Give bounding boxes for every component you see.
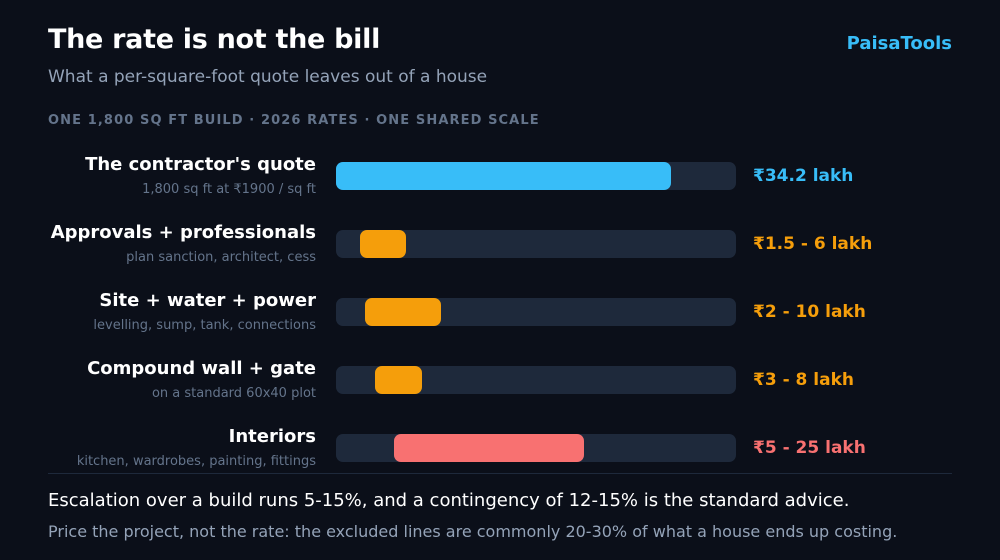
footer-takeaway: Price the project, not the rate: the exc… — [48, 522, 898, 541]
bar-value-label: ₹34.2 lakh — [753, 166, 854, 186]
bar-label: Site + water + power — [99, 290, 316, 311]
bar-value-label: ₹1.5 - 6 lakh — [753, 234, 873, 254]
brand-logo: PaisaTools — [846, 33, 952, 54]
bar-label: Interiors — [228, 426, 316, 447]
bar-value-label: ₹5 - 25 lakh — [753, 438, 866, 458]
bar-track — [336, 366, 736, 394]
bar-track — [336, 230, 736, 258]
bar-track — [336, 434, 736, 462]
bar-fill — [360, 230, 407, 258]
bar-label: Approvals + professionals — [50, 222, 316, 243]
bar-label: Compound wall + gate — [87, 358, 316, 379]
chart-subtitle: What a per-square-foot quote leaves out … — [48, 67, 488, 87]
bar-fill — [365, 298, 441, 326]
bar-row: Approvals + professionals plan sanction, … — [0, 208, 1000, 268]
bar-row: Compound wall + gate on a standard 60x40 … — [0, 344, 1000, 404]
bar-value-label: ₹3 - 8 lakh — [753, 370, 855, 390]
bar-track — [336, 298, 736, 326]
bar-chart: The contractor's quote 1,800 sq ft at ₹19… — [0, 140, 1000, 470]
bar-value-label: ₹2 - 10 lakh — [753, 302, 866, 322]
bar-fill — [336, 162, 671, 190]
bar-fill — [374, 366, 422, 394]
bar-sublabel: 1,800 sq ft at ₹1900 / sq ft — [142, 182, 316, 197]
bar-label: The contractor's quote — [85, 154, 316, 175]
bar-sublabel: kitchen, wardrobes, painting, fittings — [76, 454, 316, 469]
bar-sublabel: on a standard 60x40 plot — [151, 386, 316, 401]
bar-row: The contractor's quote 1,800 sq ft at ₹19… — [0, 140, 1000, 200]
chart-kicker: ONE 1,800 SQ FT BUILD · 2026 RATES · ONE… — [48, 113, 540, 128]
bar-sublabel: plan sanction, architect, cess — [126, 250, 316, 265]
bar-row: Site + water + power levelling, sump, tan… — [0, 276, 1000, 336]
bar-fill — [393, 434, 584, 462]
chart-title: The rate is not the bill — [48, 24, 381, 55]
bar-track — [336, 162, 736, 190]
bar-row: Interiors kitchen, wardrobes, painting, f… — [0, 412, 1000, 472]
footer-note: Escalation over a build runs 5-15%, and … — [48, 490, 850, 511]
footer-divider — [48, 473, 952, 474]
bar-sublabel: levelling, sump, tank, connections — [93, 318, 316, 333]
